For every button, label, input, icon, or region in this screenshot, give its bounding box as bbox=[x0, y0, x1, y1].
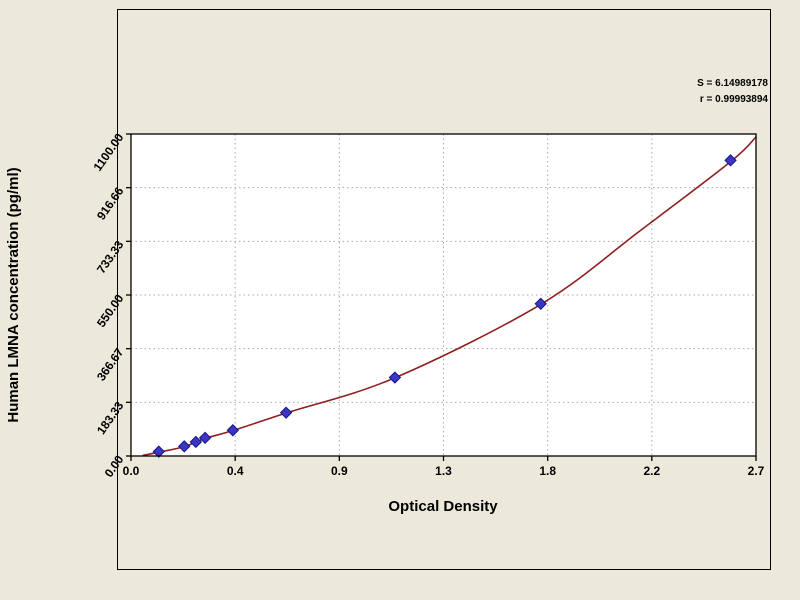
fit-stat-s: S = 6.14989178 bbox=[697, 78, 768, 89]
y-tick-label: 916.66 bbox=[94, 184, 127, 222]
data-point bbox=[388, 371, 402, 384]
data-point bbox=[279, 406, 293, 419]
y-tick-label: 733.33 bbox=[94, 238, 127, 276]
x-tick-label: 0.0 bbox=[123, 464, 140, 478]
x-tick-label: 0.4 bbox=[227, 464, 244, 478]
figure-border bbox=[117, 9, 771, 570]
fit-stat-r: r = 0.99993894 bbox=[700, 94, 769, 105]
x-tick-label: 1.8 bbox=[539, 464, 556, 478]
y-tick-label: 550.00 bbox=[94, 291, 127, 329]
data-point bbox=[189, 435, 203, 449]
x-tick-label: 2.7 bbox=[748, 464, 765, 478]
x-axis-title: Optical Density bbox=[388, 498, 498, 515]
y-tick-label: 366.67 bbox=[94, 345, 127, 383]
x-tick-label: 2.2 bbox=[643, 464, 660, 478]
data-point bbox=[198, 431, 212, 445]
plot-area: 0.0 0.4 0.9 1.3 1.8 2.2 2.70.00183.33366.67550… bbox=[90, 130, 764, 479]
y-tick-label: 183.33 bbox=[94, 399, 127, 437]
y-axis-title: Human LMNA concentration (pg/ml) bbox=[5, 167, 22, 422]
data-point bbox=[152, 445, 165, 458]
data-point bbox=[534, 297, 547, 310]
data-point bbox=[724, 154, 737, 167]
y-tick-label: 1100.00 bbox=[90, 130, 126, 173]
x-tick-label: 0.9 bbox=[331, 464, 348, 478]
data-point bbox=[178, 440, 191, 453]
data-point bbox=[226, 424, 240, 437]
x-tick-label: 1.3 bbox=[435, 464, 452, 478]
